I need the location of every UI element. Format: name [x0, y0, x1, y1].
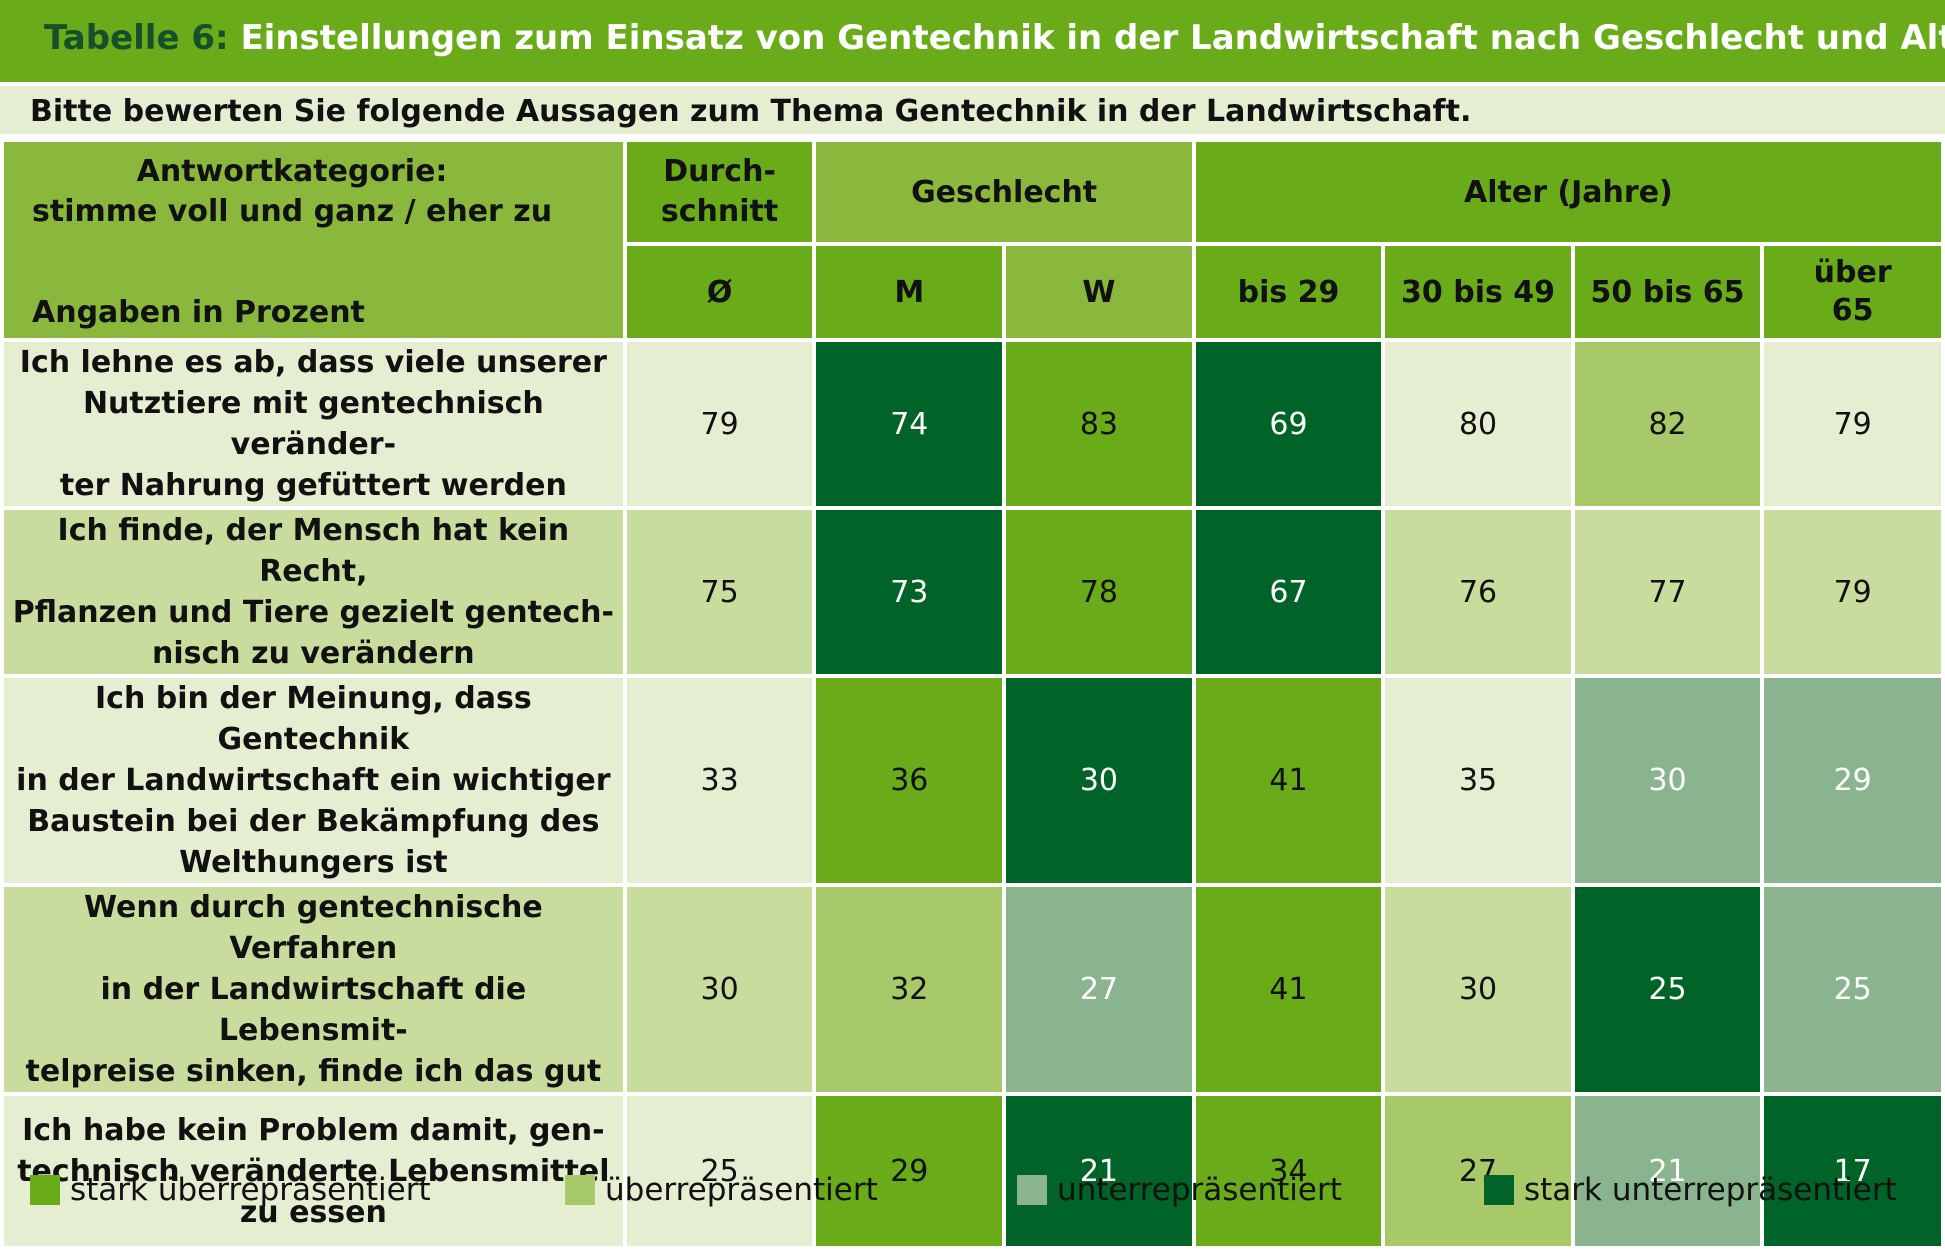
legend-label-strong-under: stark unterrepräsentiert	[1524, 1172, 1897, 1208]
table-row: Ich bin der Meinung, dass Gentechnik in d…	[0, 674, 1945, 887]
subheader-age-over-65: über 65	[1760, 242, 1945, 342]
legend-swatch-under	[1017, 1175, 1047, 1205]
table-title-bar: Tabelle 6: Einstellungen zum Einsatz von…	[0, 0, 1945, 82]
subheader-male: M	[812, 242, 1007, 342]
value-cell: 21	[1570, 1092, 1765, 1250]
question-text: Bitte bewerten Sie folgende Aussagen zum…	[30, 94, 1472, 129]
legend-strong-under: stark unterrepräsentiert	[1484, 1160, 1897, 1220]
table-row: Ich lehne es ab, dass viele unserer Nutzt…	[0, 338, 1945, 510]
value-cell: 41	[1191, 674, 1386, 887]
statement-cell: Wenn durch gentechnische Verfahren in der…	[0, 883, 627, 1096]
value-cell: 32	[812, 883, 1007, 1096]
statement-cell: Ich habe kein Problem damit, gen-technis…	[0, 1092, 627, 1250]
table-title-text: Einstellungen zum Einsatz von Gentechnik…	[228, 18, 1945, 58]
value-cell: 27	[1381, 1092, 1575, 1250]
table-row: Ich finde, der Mensch hat kein Recht, Pfl…	[0, 506, 1945, 678]
header-gender: Geschlecht	[812, 138, 1196, 246]
value-cell: 78	[1002, 506, 1196, 678]
value-cell: 75	[622, 506, 817, 678]
value-cell: 35	[1381, 674, 1575, 887]
value-cell: 30	[1381, 883, 1575, 1096]
corner-line1: Antwortkategorie:	[136, 154, 448, 189]
value-cell: 33	[622, 674, 817, 887]
statement-cell: Ich finde, der Mensch hat kein Recht, Pfl…	[0, 506, 627, 678]
value-cell: 76	[1381, 506, 1575, 678]
value-cell: 79	[622, 338, 817, 510]
value-cell: 25	[1570, 883, 1765, 1096]
value-cell: 30	[622, 883, 817, 1096]
value-cell: 73	[812, 506, 1007, 678]
statement-cell: Ich bin der Meinung, dass Gentechnik in d…	[0, 674, 627, 887]
statement-cell: Ich lehne es ab, dass viele unserer Nutzt…	[0, 338, 627, 510]
question-subtitle: Bitte bewerten Sie folgende Aussagen zum…	[0, 82, 1945, 138]
table-row: Ich habe kein Problem damit, gen-technis…	[0, 1092, 1945, 1250]
header-average: Durch-schnitt	[622, 138, 817, 246]
legend-swatch-strong-over	[30, 1175, 60, 1205]
value-cell: 83	[1002, 338, 1196, 510]
value-cell: 80	[1381, 338, 1575, 510]
value-cell: 36	[812, 674, 1007, 887]
header-corner: Antwortkategorie: stimme voll und ganz / …	[0, 138, 627, 342]
legend-over: überrepräsentiert	[565, 1160, 878, 1220]
table-number: Tabelle 6:	[44, 18, 229, 58]
value-cell: 34	[1191, 1092, 1386, 1250]
value-cell: 79	[1760, 338, 1945, 510]
subheader-female: W	[1002, 242, 1196, 342]
subheader-age-50-65: 50 bis 65	[1570, 242, 1765, 342]
value-cell: 25	[1760, 883, 1945, 1096]
legend-label-strong-over: stark überrepräsentiert	[70, 1172, 431, 1208]
legend-label-over: überrepräsentiert	[605, 1172, 878, 1208]
legend-under: unterrepräsentiert	[1017, 1160, 1342, 1220]
legend-strong-over: stark überrepräsentiert	[30, 1160, 431, 1220]
subheader-avg: Ø	[622, 242, 817, 342]
corner-line2: stimme voll und ganz / eher zu	[32, 194, 553, 229]
value-cell: 30	[1570, 674, 1765, 887]
legend-label-under: unterrepräsentiert	[1057, 1172, 1342, 1208]
value-cell: 77	[1570, 506, 1765, 678]
subheader-age-30-49: 30 bis 49	[1381, 242, 1575, 342]
value-cell: 74	[812, 338, 1007, 510]
value-cell: 82	[1570, 338, 1765, 510]
table-row: Wenn durch gentechnische Verfahren in der…	[0, 883, 1945, 1096]
legend-swatch-strong-under	[1484, 1175, 1514, 1205]
value-cell: 30	[1002, 674, 1196, 887]
data-table: Antwortkategorie: stimme voll und ganz / …	[0, 138, 1945, 1250]
value-cell: 69	[1191, 338, 1386, 510]
value-cell: 17	[1760, 1092, 1945, 1250]
header-age: Alter (Jahre)	[1191, 138, 1945, 246]
value-cell: 27	[1002, 883, 1196, 1096]
value-cell: 41	[1191, 883, 1386, 1096]
value-cell: 29	[812, 1092, 1007, 1250]
table-title: Tabelle 6: Einstellungen zum Einsatz von…	[44, 18, 1945, 58]
value-cell: 79	[1760, 506, 1945, 678]
corner-line3: Angaben in Prozent	[32, 295, 365, 330]
subheader-age-under-29: bis 29	[1191, 242, 1386, 342]
value-cell: 67	[1191, 506, 1386, 678]
legend-swatch-over	[565, 1175, 595, 1205]
value-cell: 29	[1760, 674, 1945, 887]
value-cell: 25	[622, 1092, 817, 1250]
value-cell: 21	[1002, 1092, 1196, 1250]
